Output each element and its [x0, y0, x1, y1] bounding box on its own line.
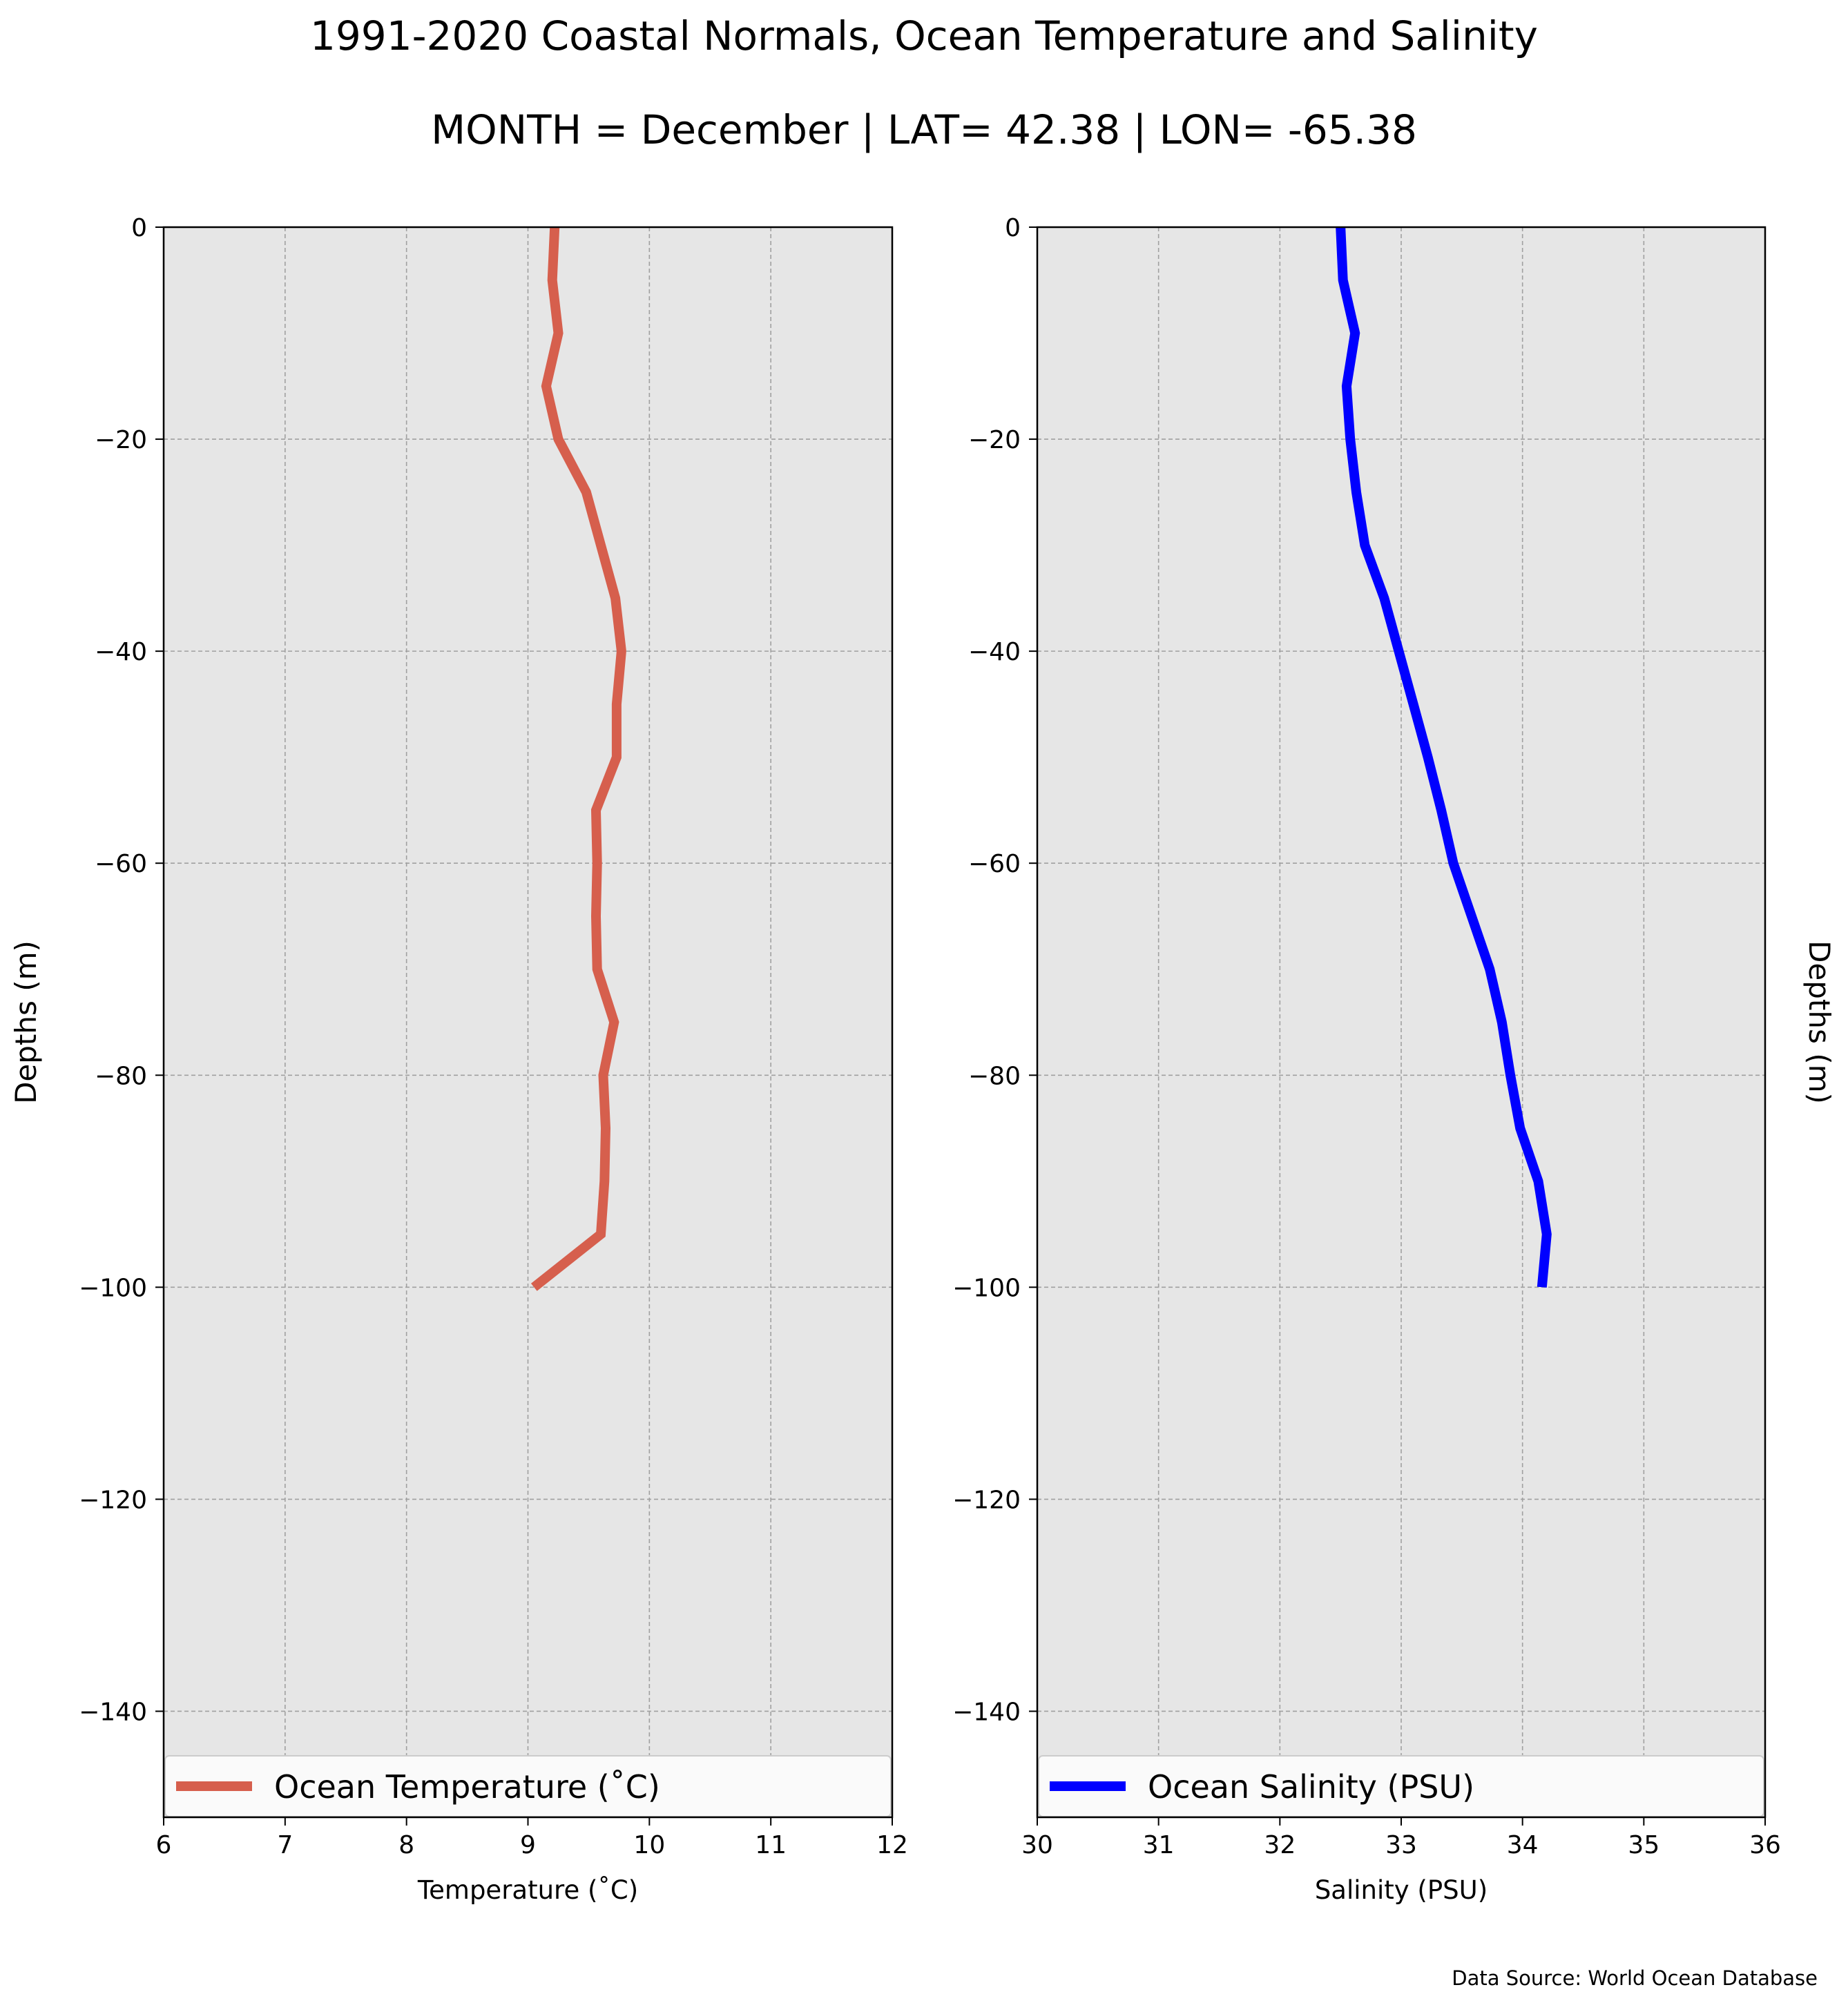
x-tick-label: 11: [755, 1831, 787, 1859]
salinity-panel: Ocean Salinity (PSU) 30 31 32 33 34 35 36 0 −20 −4…: [952, 214, 1836, 1905]
legend-label: Ocean Temperature (˚C): [274, 1768, 660, 1806]
series-line: [530, 226, 626, 1291]
x-axis-label: Salinity (PSU): [1315, 1875, 1488, 1905]
x-tick-label: 10: [633, 1831, 665, 1859]
y-tick-label: −40: [95, 638, 147, 666]
y-tick-label: −60: [968, 850, 1021, 878]
x-tick-label: 32: [1264, 1831, 1296, 1859]
temperature-panel: Ocean Temperature (˚C) 6 7 8 9 10 11 12 0 −20 −40 −…: [9, 214, 908, 1905]
y-tick-label: −40: [968, 638, 1021, 666]
y-tick-label: −140: [952, 1698, 1021, 1726]
x-tick-label: 6: [156, 1831, 172, 1859]
y-tick-label: −120: [79, 1486, 147, 1514]
x-tick-label: 33: [1385, 1831, 1417, 1859]
y-axis-label: Depths (m): [1802, 940, 1836, 1104]
y-tick-label: −20: [95, 426, 147, 454]
x-axis-label: Temperature (˚C): [417, 1875, 638, 1905]
figure-title: 1991-2020 Coastal Normals, Ocean Tempera…: [310, 12, 1538, 59]
y-tick-label: −140: [79, 1698, 147, 1726]
y-tick-label: −100: [79, 1274, 147, 1302]
y-tick-label: 0: [1005, 214, 1021, 242]
source-note: Data Source: World Ocean Database: [1452, 1966, 1818, 1990]
x-tick-label: 7: [277, 1831, 293, 1859]
series-line: [1336, 226, 1552, 1288]
x-tick-label: 30: [1021, 1831, 1053, 1859]
y-tick-label: −80: [95, 1062, 147, 1090]
x-tick-label: 8: [398, 1831, 414, 1859]
legend: Ocean Salinity (PSU): [1038, 1755, 1764, 1817]
x-tick-label: 34: [1507, 1831, 1539, 1859]
x-tick-label: 36: [1749, 1831, 1781, 1859]
y-tick-label: −100: [952, 1274, 1021, 1302]
x-tick-label: 12: [876, 1831, 908, 1859]
y-tick-label: 0: [131, 214, 147, 242]
x-tick-label: 9: [520, 1831, 536, 1859]
y-tick-label: −20: [968, 426, 1021, 454]
x-tick-label: 35: [1628, 1831, 1659, 1859]
legend-label: Ocean Salinity (PSU): [1148, 1768, 1474, 1806]
legend: Ocean Temperature (˚C): [164, 1755, 892, 1817]
y-tick-label: −80: [968, 1062, 1021, 1090]
figure-subtitle: MONTH = December | LAT= 42.38 | LON= -65…: [431, 106, 1417, 153]
y-tick-label: −120: [952, 1486, 1021, 1514]
y-axis-label: Depths (m): [9, 940, 43, 1104]
y-tick-label: −60: [95, 850, 147, 878]
x-tick-label: 31: [1143, 1831, 1175, 1859]
